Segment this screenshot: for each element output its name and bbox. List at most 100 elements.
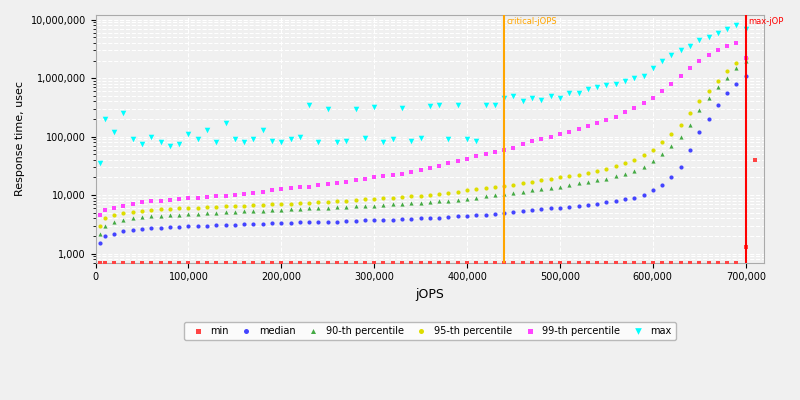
- 90-th percentile: [108, 218, 121, 225]
- min: [340, 260, 353, 266]
- 95-th percentile: [526, 178, 538, 185]
- 95-th percentile: [535, 177, 548, 183]
- 90-th percentile: [646, 158, 659, 164]
- max: [628, 75, 641, 81]
- 90-th percentile: [554, 183, 566, 190]
- 95-th percentile: [182, 205, 195, 211]
- 90-th percentile: [526, 187, 538, 194]
- 95-th percentile: [108, 212, 121, 218]
- 99-th percentile: [665, 80, 678, 87]
- 99-th percentile: [739, 55, 752, 61]
- median: [349, 218, 362, 224]
- 90-th percentile: [229, 208, 242, 215]
- median: [479, 212, 492, 218]
- max: [526, 95, 538, 102]
- max: [674, 47, 687, 54]
- 99-th percentile: [489, 148, 502, 155]
- median: [702, 116, 715, 122]
- 90-th percentile: [396, 201, 409, 207]
- 95-th percentile: [247, 202, 260, 208]
- max: [238, 139, 250, 146]
- 90-th percentile: [693, 107, 706, 114]
- min: [108, 260, 121, 266]
- Legend: min, median, 90-th percentile, 95-th percentile, 99-th percentile, max: min, median, 90-th percentile, 95-th per…: [184, 322, 675, 340]
- 99-th percentile: [563, 129, 576, 135]
- max: [163, 142, 176, 149]
- 99-th percentile: [507, 144, 520, 151]
- max: [191, 136, 204, 142]
- min: [322, 260, 334, 266]
- median: [618, 196, 631, 202]
- min: [247, 260, 260, 266]
- median: [442, 214, 455, 220]
- median: [461, 213, 474, 219]
- 95-th percentile: [628, 157, 641, 163]
- median: [201, 222, 214, 229]
- median: [405, 216, 418, 222]
- min: [284, 260, 297, 266]
- min: [674, 260, 687, 266]
- min: [442, 260, 455, 266]
- max: [173, 141, 186, 147]
- median: [730, 80, 742, 87]
- 99-th percentile: [479, 151, 492, 157]
- 90-th percentile: [730, 65, 742, 71]
- median: [451, 213, 464, 220]
- min: [721, 260, 734, 266]
- min: [656, 260, 669, 266]
- 95-th percentile: [489, 183, 502, 190]
- min: [368, 260, 381, 266]
- 95-th percentile: [229, 203, 242, 209]
- 90-th percentile: [563, 182, 576, 188]
- min: [702, 260, 715, 266]
- 90-th percentile: [266, 207, 278, 214]
- 90-th percentile: [322, 204, 334, 211]
- max: [145, 133, 158, 140]
- 99-th percentile: [610, 113, 622, 120]
- 90-th percentile: [302, 205, 315, 212]
- 95-th percentile: [302, 200, 315, 206]
- median: [94, 240, 106, 246]
- max: [479, 102, 492, 108]
- max: [618, 78, 631, 84]
- 90-th percentile: [479, 193, 492, 200]
- 90-th percentile: [600, 176, 613, 182]
- 90-th percentile: [145, 213, 158, 220]
- 99-th percentile: [498, 146, 510, 153]
- 95-th percentile: [433, 191, 446, 197]
- 99-th percentile: [108, 205, 121, 211]
- 95-th percentile: [154, 206, 167, 212]
- median: [646, 187, 659, 194]
- 95-th percentile: [572, 172, 585, 178]
- 99-th percentile: [405, 168, 418, 175]
- min: [665, 260, 678, 266]
- median: [739, 72, 752, 79]
- max: [739, 26, 752, 32]
- median: [340, 218, 353, 224]
- 95-th percentile: [94, 222, 106, 229]
- 90-th percentile: [405, 200, 418, 207]
- min: [590, 260, 603, 266]
- 95-th percentile: [656, 139, 669, 146]
- 90-th percentile: [582, 178, 594, 185]
- 95-th percentile: [461, 187, 474, 194]
- 90-th percentile: [201, 210, 214, 216]
- 99-th percentile: [451, 158, 464, 164]
- 95-th percentile: [145, 206, 158, 213]
- 95-th percentile: [470, 186, 482, 192]
- median: [544, 205, 557, 212]
- 90-th percentile: [656, 151, 669, 157]
- 95-th percentile: [322, 198, 334, 205]
- 90-th percentile: [247, 208, 260, 214]
- max: [294, 133, 306, 140]
- 90-th percentile: [358, 203, 371, 209]
- min: [396, 260, 409, 266]
- 95-th percentile: [674, 122, 687, 128]
- max: [229, 136, 242, 142]
- 99-th percentile: [396, 171, 409, 177]
- 95-th percentile: [349, 197, 362, 203]
- min: [582, 260, 594, 266]
- 90-th percentile: [94, 230, 106, 237]
- median: [256, 221, 269, 227]
- min: [470, 260, 482, 266]
